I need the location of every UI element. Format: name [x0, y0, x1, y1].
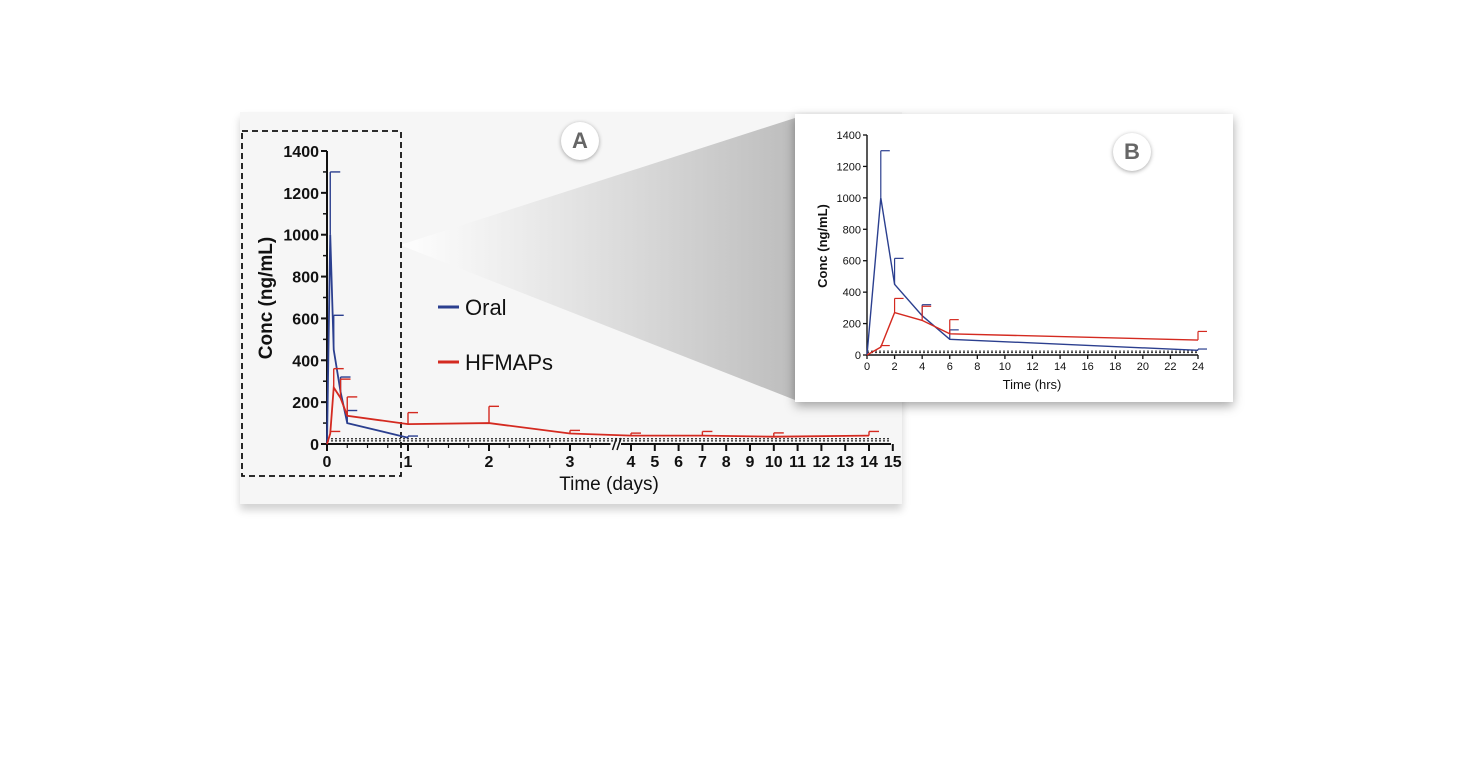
x-tick-label: 6	[947, 361, 953, 373]
x-tick-label: 5	[650, 454, 659, 471]
series-hfmaps	[326, 367, 879, 445]
x-tick-label: 2	[892, 361, 898, 373]
y-tick-label: 1400	[837, 130, 861, 142]
x-tick-label: 10	[999, 361, 1011, 373]
y-tick-label: 0	[310, 437, 319, 454]
x-tick-label: 0	[323, 454, 332, 471]
x-tick-label: 2	[485, 454, 494, 471]
y-tick-label: 400	[843, 287, 861, 299]
series-oral	[326, 171, 418, 445]
y-axis-label: Conc (ng/mL)	[256, 237, 277, 359]
y-tick-label: 800	[292, 270, 319, 287]
x-tick-label: 15	[884, 454, 902, 471]
y-tick-label: 400	[292, 353, 319, 370]
zoom-wedge	[400, 118, 795, 400]
x-tick-label: 0	[864, 361, 870, 373]
series-line-oral	[326, 234, 409, 445]
x-tick-label: 22	[1164, 361, 1176, 373]
x-tick-label: 10	[765, 454, 783, 471]
x-tick-label: 20	[1137, 361, 1149, 373]
series-line-hfmaps	[866, 311, 1199, 356]
series-line-oral	[866, 197, 1199, 356]
x-tick-label: 9	[746, 454, 755, 471]
y-tick-label: 1400	[283, 144, 319, 161]
series-line-hfmaps	[326, 384, 870, 445]
x-tick-label: 14	[860, 454, 878, 471]
y-tick-label: 600	[843, 256, 861, 268]
x-tick-label: 1	[404, 454, 413, 471]
axis-break-mark	[611, 437, 618, 451]
x-tick-label: 12	[1026, 361, 1038, 373]
x-axis-label: Time (hrs)	[1003, 377, 1062, 392]
panel-b-badge: B	[1113, 133, 1151, 171]
panel-a-badge: A	[561, 122, 599, 160]
zoom-box	[241, 130, 402, 477]
x-tick-label: 4	[627, 454, 636, 471]
y-tick-label: 0	[855, 350, 861, 362]
legend-label-oral: Oral	[465, 295, 507, 320]
x-tick-label: 4	[919, 361, 925, 373]
x-tick-label: 8	[722, 454, 731, 471]
x-tick-label: 7	[698, 454, 707, 471]
y-tick-label: 200	[843, 319, 861, 331]
series-oral	[866, 150, 1207, 356]
y-tick-label: 200	[292, 395, 319, 412]
y-tick-label: 1200	[837, 161, 861, 173]
x-axis-label: Time (days)	[559, 474, 659, 495]
x-tick-label: 11	[789, 454, 806, 471]
x-tick-label: 3	[566, 454, 575, 471]
x-tick-label: 6	[674, 454, 683, 471]
legend-label-hfmaps: HFMAPs	[465, 350, 553, 375]
y-tick-label: 1200	[283, 186, 319, 203]
y-tick-label: 600	[292, 311, 319, 328]
x-tick-label: 14	[1054, 361, 1066, 373]
x-tick-label: 16	[1082, 361, 1094, 373]
x-tick-label: 13	[836, 454, 854, 471]
y-tick-label: 1000	[837, 193, 861, 205]
x-tick-label: 24	[1192, 361, 1204, 373]
series-hfmaps	[866, 297, 1207, 356]
y-axis-label: Conc (ng/mL)	[815, 204, 830, 288]
axis-break-mark	[616, 437, 622, 451]
y-tick-label: 800	[843, 224, 861, 236]
x-tick-label: 12	[813, 454, 831, 471]
x-tick-label: 18	[1109, 361, 1121, 373]
y-tick-label: 1000	[283, 228, 319, 245]
x-tick-label: 8	[974, 361, 980, 373]
